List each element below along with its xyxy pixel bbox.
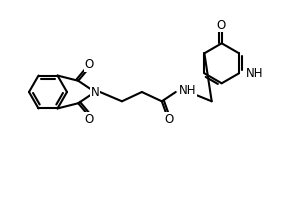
Text: O: O: [164, 113, 173, 126]
Text: O: O: [85, 113, 94, 126]
Text: O: O: [85, 58, 94, 71]
Text: O: O: [216, 19, 225, 32]
Text: NH: NH: [246, 67, 263, 80]
Text: NH: NH: [179, 84, 196, 98]
Text: N: N: [91, 86, 99, 98]
